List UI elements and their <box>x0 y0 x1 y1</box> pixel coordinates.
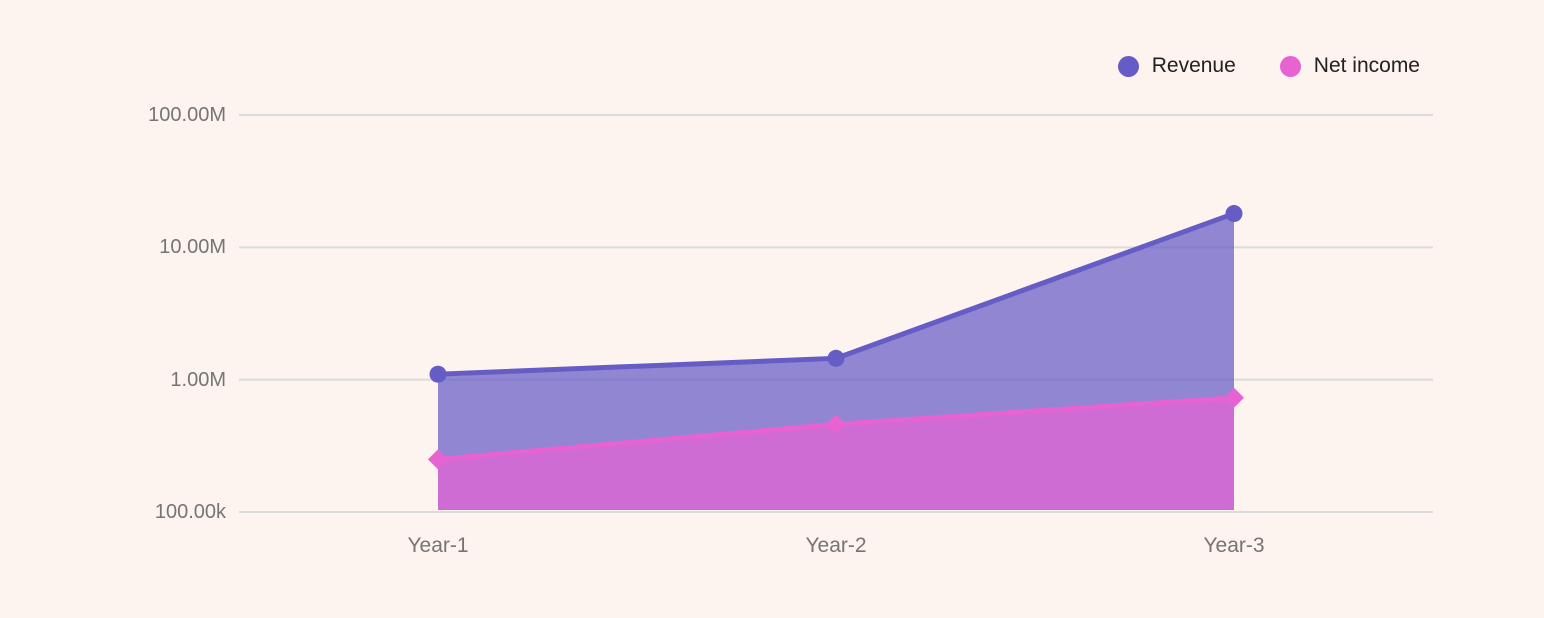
legend-label-revenue: Revenue <box>1151 54 1236 77</box>
legend-label-net-income: Net income <box>1313 54 1420 77</box>
x-axis-label-year-2: Year-2 <box>805 534 867 557</box>
y-axis-tick-100k: 100.00k <box>154 501 226 523</box>
x-axis-label-year-1: Year-1 <box>407 534 469 557</box>
y-axis-tick-100m: 100.00M <box>148 104 226 126</box>
revenue-swatch-icon <box>1117 55 1139 77</box>
marker-net-income[interactable] <box>826 414 846 435</box>
net-income-swatch-icon <box>1279 55 1301 77</box>
legend-item-net-income[interactable]: Net income <box>1279 52 1420 80</box>
legend-item-revenue[interactable]: Revenue <box>1117 52 1236 80</box>
marker-revenue[interactable] <box>827 349 845 367</box>
marker-net-income[interactable] <box>1224 387 1244 408</box>
area-net-income <box>438 397 1234 510</box>
legend: Revenue Net income <box>1117 52 1420 80</box>
x-axis-label-year-3: Year-3 <box>1203 534 1265 557</box>
marker-net-income[interactable] <box>428 449 448 470</box>
marker-revenue[interactable] <box>429 365 447 383</box>
marker-revenue[interactable] <box>1225 205 1243 223</box>
y-axis-tick-1m: 1.00M <box>170 369 226 391</box>
y-axis-tick-10m: 10.00M <box>159 236 226 258</box>
